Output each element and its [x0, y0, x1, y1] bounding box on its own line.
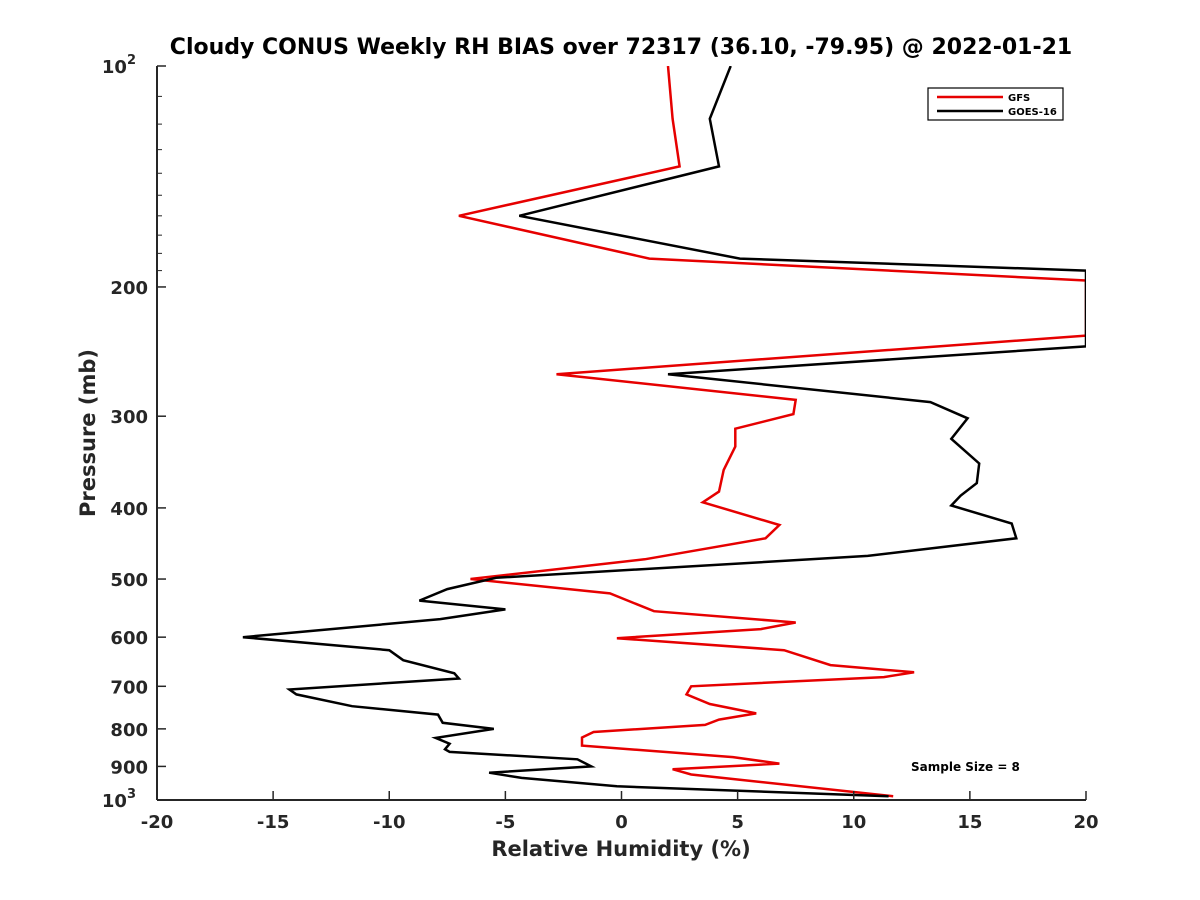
y-tick-label: 800: [110, 720, 148, 741]
y-tick-label: 900: [110, 757, 148, 778]
y-tick-label: 500: [110, 570, 148, 591]
x-tick-label: 15: [957, 812, 982, 833]
x-axis-label: Relative Humidity (%): [491, 837, 750, 861]
y-tick-label: 200: [110, 278, 148, 299]
x-tick-label: -5: [495, 812, 515, 833]
chart-title: Cloudy CONUS Weekly RH BIAS over 72317 (…: [170, 35, 1072, 60]
y-tick-label: 102: [102, 53, 136, 78]
x-tick-label: 10: [841, 812, 866, 833]
x-ticks: -20 -15 -10 -5 0 5 10 15 20: [141, 791, 1099, 833]
x-tick-label: 5: [731, 812, 744, 833]
y-tick-label: 600: [110, 628, 148, 649]
y-tick-label: 300: [110, 407, 148, 428]
plot-area: [157, 66, 1086, 800]
x-tick-label: -10: [373, 812, 406, 833]
series-line-gfs: [458, 66, 1086, 798]
x-tick-label: -20: [141, 812, 174, 833]
legend-label-goes16: GOES-16: [1008, 107, 1057, 118]
series-line-goes16: [242, 66, 1086, 798]
y-ticks: 102 200 300 400 500 600 700 800 900 103: [102, 53, 166, 812]
x-tick-label: 0: [615, 812, 628, 833]
y-tick-label: 400: [110, 499, 148, 520]
legend-label-gfs: GFS: [1008, 93, 1030, 104]
y-tick-label: 103: [102, 787, 136, 812]
legend: GFS GOES-16: [927, 87, 1064, 121]
y-tick-label: 700: [110, 677, 148, 698]
sample-size-annotation: Sample Size = 8: [911, 760, 1020, 774]
legend-box: [927, 87, 1064, 121]
x-tick-label: -15: [257, 812, 290, 833]
x-tick-label: 20: [1073, 812, 1098, 833]
series-layer: [242, 66, 1086, 798]
y-axis-label: Pressure (mb): [76, 349, 100, 517]
